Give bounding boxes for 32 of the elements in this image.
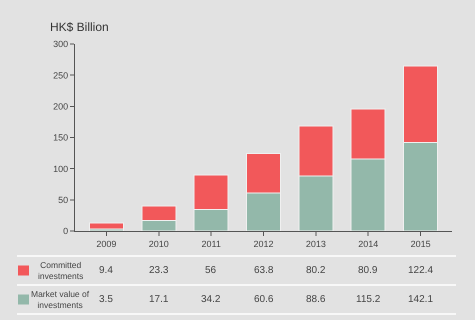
y-axis-title: HK$ Billion bbox=[50, 20, 109, 34]
data-label: 60.6 bbox=[254, 294, 274, 305]
y-tick-label: 150 bbox=[53, 132, 68, 143]
x-tick-label: 2009 bbox=[96, 238, 116, 249]
data-label: 88.6 bbox=[306, 294, 326, 305]
data-label: 34.2 bbox=[201, 294, 221, 305]
x-tick-label: 2012 bbox=[253, 238, 274, 249]
data-label: 17.1 bbox=[149, 294, 169, 305]
legend-label: Market value of investments bbox=[31, 289, 90, 310]
x-tick-label: 2013 bbox=[306, 238, 326, 249]
data-label: 56 bbox=[205, 265, 217, 276]
y-tick-label: 300 bbox=[53, 39, 68, 50]
x-tick-label: 2010 bbox=[148, 238, 169, 249]
data-label: 9.4 bbox=[99, 265, 114, 276]
y-tick-label: 0 bbox=[63, 226, 68, 236]
data-label: 63.8 bbox=[254, 265, 274, 276]
x-tick-label: 2011 bbox=[201, 238, 221, 249]
data-label: 3.5 bbox=[99, 294, 114, 305]
legend-label: Committed investments bbox=[38, 260, 84, 282]
x-tick-label: 2015 bbox=[410, 238, 431, 249]
y-tick-label: 100 bbox=[53, 164, 68, 174]
x-tick-label: 2014 bbox=[358, 238, 378, 249]
y-tick-label: 250 bbox=[53, 70, 68, 80]
data-label: 80.9 bbox=[358, 265, 378, 276]
data-label: 23.3 bbox=[149, 265, 169, 276]
data-label: 122.4 bbox=[408, 265, 434, 276]
data-label: 115.2 bbox=[356, 294, 381, 305]
data-label: 80.2 bbox=[306, 265, 326, 276]
y-tick-label: 200 bbox=[53, 101, 68, 112]
data-label: 142.1 bbox=[408, 294, 434, 305]
y-tick-label: 50 bbox=[58, 194, 68, 205]
bar bbox=[88, 222, 124, 230]
